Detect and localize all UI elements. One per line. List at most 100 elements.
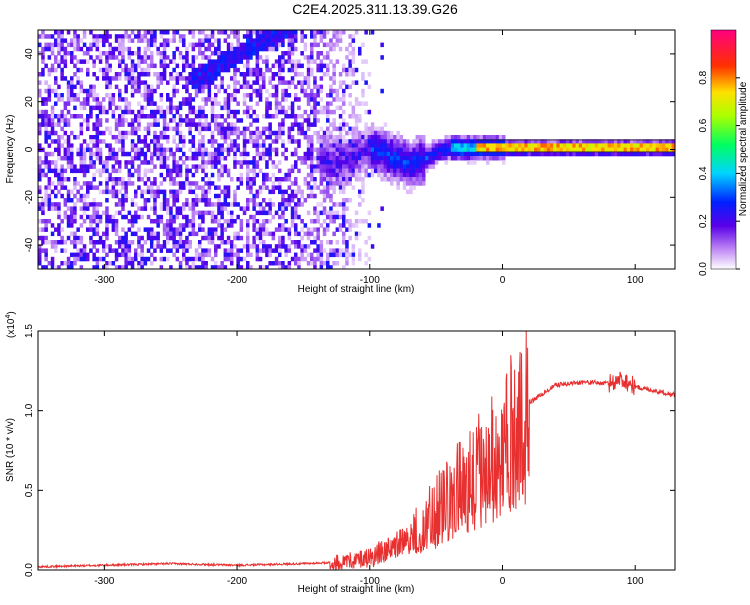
spectrogram-cell [278, 122, 282, 127]
spectrogram-cell [332, 147, 336, 153]
spectrogram-cell [425, 164, 429, 169]
spectrogram-cell [175, 256, 180, 262]
spectrogram-cell [114, 118, 119, 123]
spectrogram-cell [207, 185, 212, 190]
spectrogram-cell [351, 261, 356, 266]
spectrogram-cell [297, 114, 301, 119]
spectrogram-cell [185, 164, 189, 169]
spectrogram-cell [146, 126, 151, 132]
spectrogram-cell [166, 126, 170, 132]
spectrogram-cell [198, 244, 202, 249]
spectrogram-cell [351, 114, 356, 119]
spectrogram-cell [82, 88, 87, 94]
spectrogram-cell [556, 151, 560, 157]
spectrogram-cell [390, 135, 394, 140]
spectrogram-cell [127, 181, 132, 186]
spectrogram-cell [60, 156, 64, 161]
spectrogram-cell [108, 105, 112, 111]
spectrogram-cell [300, 156, 304, 161]
spectrogram-cell [95, 256, 100, 262]
spectrogram-cell [156, 223, 160, 228]
spectrogram-cell [329, 210, 333, 216]
spectrogram-cell [105, 181, 109, 186]
spectrogram-cell [575, 139, 580, 144]
spectrogram-cell [422, 151, 426, 157]
spectrogram-cell [364, 109, 368, 115]
spectrogram-cell [102, 265, 106, 269]
spectrogram-cell [178, 101, 183, 106]
spectrogram-cell [278, 202, 282, 207]
spectrogram-cell [236, 261, 240, 266]
spectrogram-cell [294, 84, 298, 90]
spectrogram-cell [335, 240, 340, 245]
spectrogram-cell [217, 172, 221, 178]
spectrogram-cell [553, 143, 557, 148]
spectrogram-cell [198, 210, 202, 216]
spectrogram-cell [102, 240, 106, 245]
spectrogram-cell [79, 114, 84, 119]
spectrogram-cell [354, 30, 359, 35]
spectrogram-cell [140, 72, 144, 77]
spectrogram-cell [255, 219, 260, 224]
spectrogram-cell [614, 143, 618, 148]
spectrogram-cell [172, 240, 176, 245]
spectrogram-cell [50, 244, 55, 249]
spectrogram-cell [278, 265, 282, 269]
spectrogram-cell [214, 147, 218, 153]
spectrogram-cell [258, 235, 263, 241]
spectrogram-cell [54, 168, 58, 174]
spectrogram-cell [332, 63, 336, 69]
spectrogram-cell [188, 72, 192, 77]
spectrogram-cell [642, 143, 647, 148]
spectrogram-cell [70, 252, 74, 258]
spectrogram-cell [249, 265, 253, 269]
spectrogram-cell [60, 261, 64, 266]
spectrogram-cell [249, 34, 253, 39]
spectrogram-cell [236, 177, 240, 182]
x-tick-label: 100 [627, 275, 644, 286]
spectrogram-cell [143, 67, 148, 73]
spectrogram-cell [255, 164, 260, 169]
spectrogram-cell [162, 160, 167, 165]
spectrogram-cell [322, 130, 327, 136]
spectrogram-cell [172, 105, 176, 111]
spectrogram-cell [220, 227, 224, 232]
spectrogram-cell [377, 223, 381, 228]
spectrogram-cell [223, 248, 228, 253]
spectrogram-cell [527, 143, 532, 148]
spectrogram-cell [188, 139, 192, 144]
spectrogram-cell [306, 235, 311, 241]
spectrogram-cell [111, 76, 116, 81]
spectrogram-cell [191, 172, 196, 178]
spectrogram-cell [92, 126, 96, 132]
spectrogram-cell [159, 93, 164, 98]
spectrogram-cell [306, 185, 311, 190]
spectrogram-cell [310, 252, 314, 258]
spectrogram-cell [406, 151, 410, 157]
spectrogram-cell [402, 151, 407, 157]
spectrogram-cell [591, 151, 596, 157]
spectrogram-cell [118, 244, 122, 249]
spectrogram-cell [121, 59, 125, 64]
spectrogram-cell [137, 139, 141, 144]
spectrogram-cell [86, 206, 90, 211]
spectrogram-cell [521, 139, 525, 144]
spectrogram-cell [47, 114, 52, 119]
spectrogram-cell [230, 76, 234, 81]
spectrogram-cell [220, 63, 224, 69]
spectrogram-cell [652, 147, 656, 153]
spectrogram-cell [530, 139, 535, 144]
spectrogram-cell [150, 231, 154, 237]
spectrogram-cell [329, 172, 333, 178]
spectrogram-cell [214, 93, 218, 98]
spectrogram-cell [201, 67, 205, 73]
spectrogram-cell [492, 139, 496, 144]
spectrogram-cell [198, 151, 202, 157]
spectrogram-cell [319, 240, 324, 245]
spectrogram-cell [316, 235, 320, 241]
spectrogram-cell [662, 143, 666, 148]
spectrogram-cell [348, 164, 352, 169]
spectrogram-cell [585, 139, 589, 144]
spectrogram-cell [182, 143, 186, 148]
spectrogram-cell [226, 105, 231, 111]
